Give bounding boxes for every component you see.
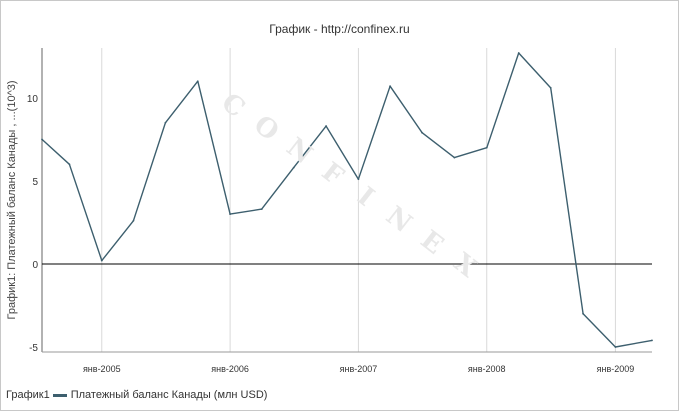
data-point bbox=[260, 208, 263, 211]
data-point bbox=[453, 156, 456, 159]
data-point bbox=[614, 346, 617, 348]
data-point bbox=[357, 178, 360, 181]
data-point bbox=[549, 86, 552, 89]
legend-chart-name: График1 bbox=[6, 389, 50, 401]
data-point bbox=[164, 121, 167, 124]
chart-title: График - http://confinex.ru bbox=[269, 22, 410, 36]
data-point bbox=[229, 213, 231, 216]
data-point bbox=[651, 339, 653, 342]
y-tick-label: 0 bbox=[32, 260, 38, 271]
x-tick-label: янв-2009 bbox=[597, 364, 635, 374]
x-tick-label: янв-2007 bbox=[340, 364, 378, 374]
data-point bbox=[196, 80, 199, 83]
y-tick-label: 5 bbox=[32, 177, 38, 188]
data-point bbox=[582, 312, 584, 315]
data-point bbox=[325, 125, 327, 127]
y-tick-label: 10 bbox=[27, 94, 39, 105]
data-point bbox=[485, 146, 488, 149]
legend-series-name: Платежный баланс Канады (млн USD) bbox=[70, 389, 268, 401]
data-point bbox=[68, 163, 71, 166]
data-point bbox=[389, 85, 391, 88]
data-point bbox=[517, 52, 520, 54]
x-tick-label: янв-2008 bbox=[468, 364, 506, 374]
legend: График1 Платежный баланс Канады (млн USD… bbox=[6, 389, 267, 401]
data-point bbox=[421, 131, 423, 134]
data-point bbox=[41, 138, 43, 141]
y-tick-label: -5 bbox=[29, 343, 38, 354]
series-line bbox=[41, 52, 653, 348]
data-point bbox=[132, 219, 135, 222]
legend-swatch bbox=[52, 393, 67, 397]
x-tick-label: янв-2005 bbox=[83, 364, 121, 374]
x-tick-label: янв-2006 bbox=[211, 364, 249, 374]
data-point bbox=[100, 259, 103, 262]
plot-area bbox=[42, 48, 652, 352]
data-point bbox=[292, 166, 295, 169]
